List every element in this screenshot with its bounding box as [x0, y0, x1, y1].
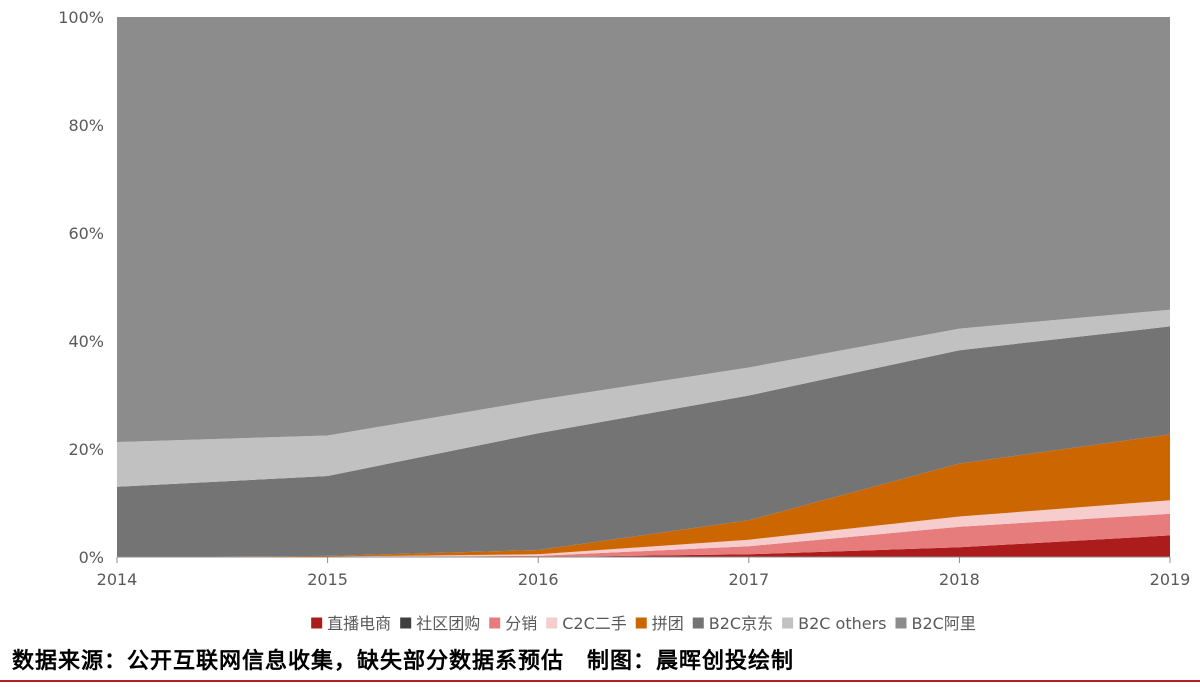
y-tick-label: 40% [68, 332, 104, 351]
y-tick-label: 100% [58, 8, 104, 27]
y-tick-label: 80% [68, 116, 104, 135]
x-tick-label: 2019 [1150, 570, 1191, 589]
y-tick-label: 60% [68, 224, 104, 243]
x-tick-label: 2015 [307, 570, 348, 589]
legend-label: B2C others [798, 614, 886, 633]
legend-swatch [782, 617, 794, 629]
legend-label: 分销 [505, 614, 537, 633]
x-tick-label: 2017 [728, 570, 769, 589]
legend-swatch [635, 617, 647, 629]
x-tick-label: 2016 [518, 570, 559, 589]
legend-label: C2C二手 [562, 614, 627, 633]
legend-label: B2C京东 [709, 614, 773, 633]
area-series-0 [117, 535, 1170, 557]
legend-swatch [400, 617, 412, 629]
legend-label: 拼团 [652, 614, 684, 633]
legend-swatch [546, 617, 558, 629]
legend-label: 社区团购 [416, 614, 480, 633]
source-note: 数据来源：公开互联网信息收集，缺失部分数据系预估 制图：晨晖创投绘制 [12, 649, 795, 674]
legend-swatch [895, 617, 907, 629]
area-series-2 [117, 513, 1170, 557]
legend-label: B2C阿里 [911, 614, 975, 633]
x-tick-label: 2018 [939, 570, 980, 589]
y-tick-label: 20% [68, 440, 104, 459]
x-tick-label: 2014 [97, 570, 138, 589]
area-series-7 [117, 17, 1170, 442]
area-series-5 [117, 326, 1170, 557]
bottom-rule [0, 680, 1200, 682]
area-series-6 [117, 309, 1170, 487]
y-tick-label: 0% [79, 548, 104, 567]
legend-swatch [692, 617, 704, 629]
legend-swatch [311, 617, 323, 629]
legend-label: 直播电商 [327, 614, 391, 633]
chart-canvas: 0% 20% 40% 60% 80% 100% 2014 2015 2016 2017 2018 20… [58, 8, 1191, 633]
area-series-4 [117, 434, 1170, 557]
legend-swatch [489, 617, 501, 629]
